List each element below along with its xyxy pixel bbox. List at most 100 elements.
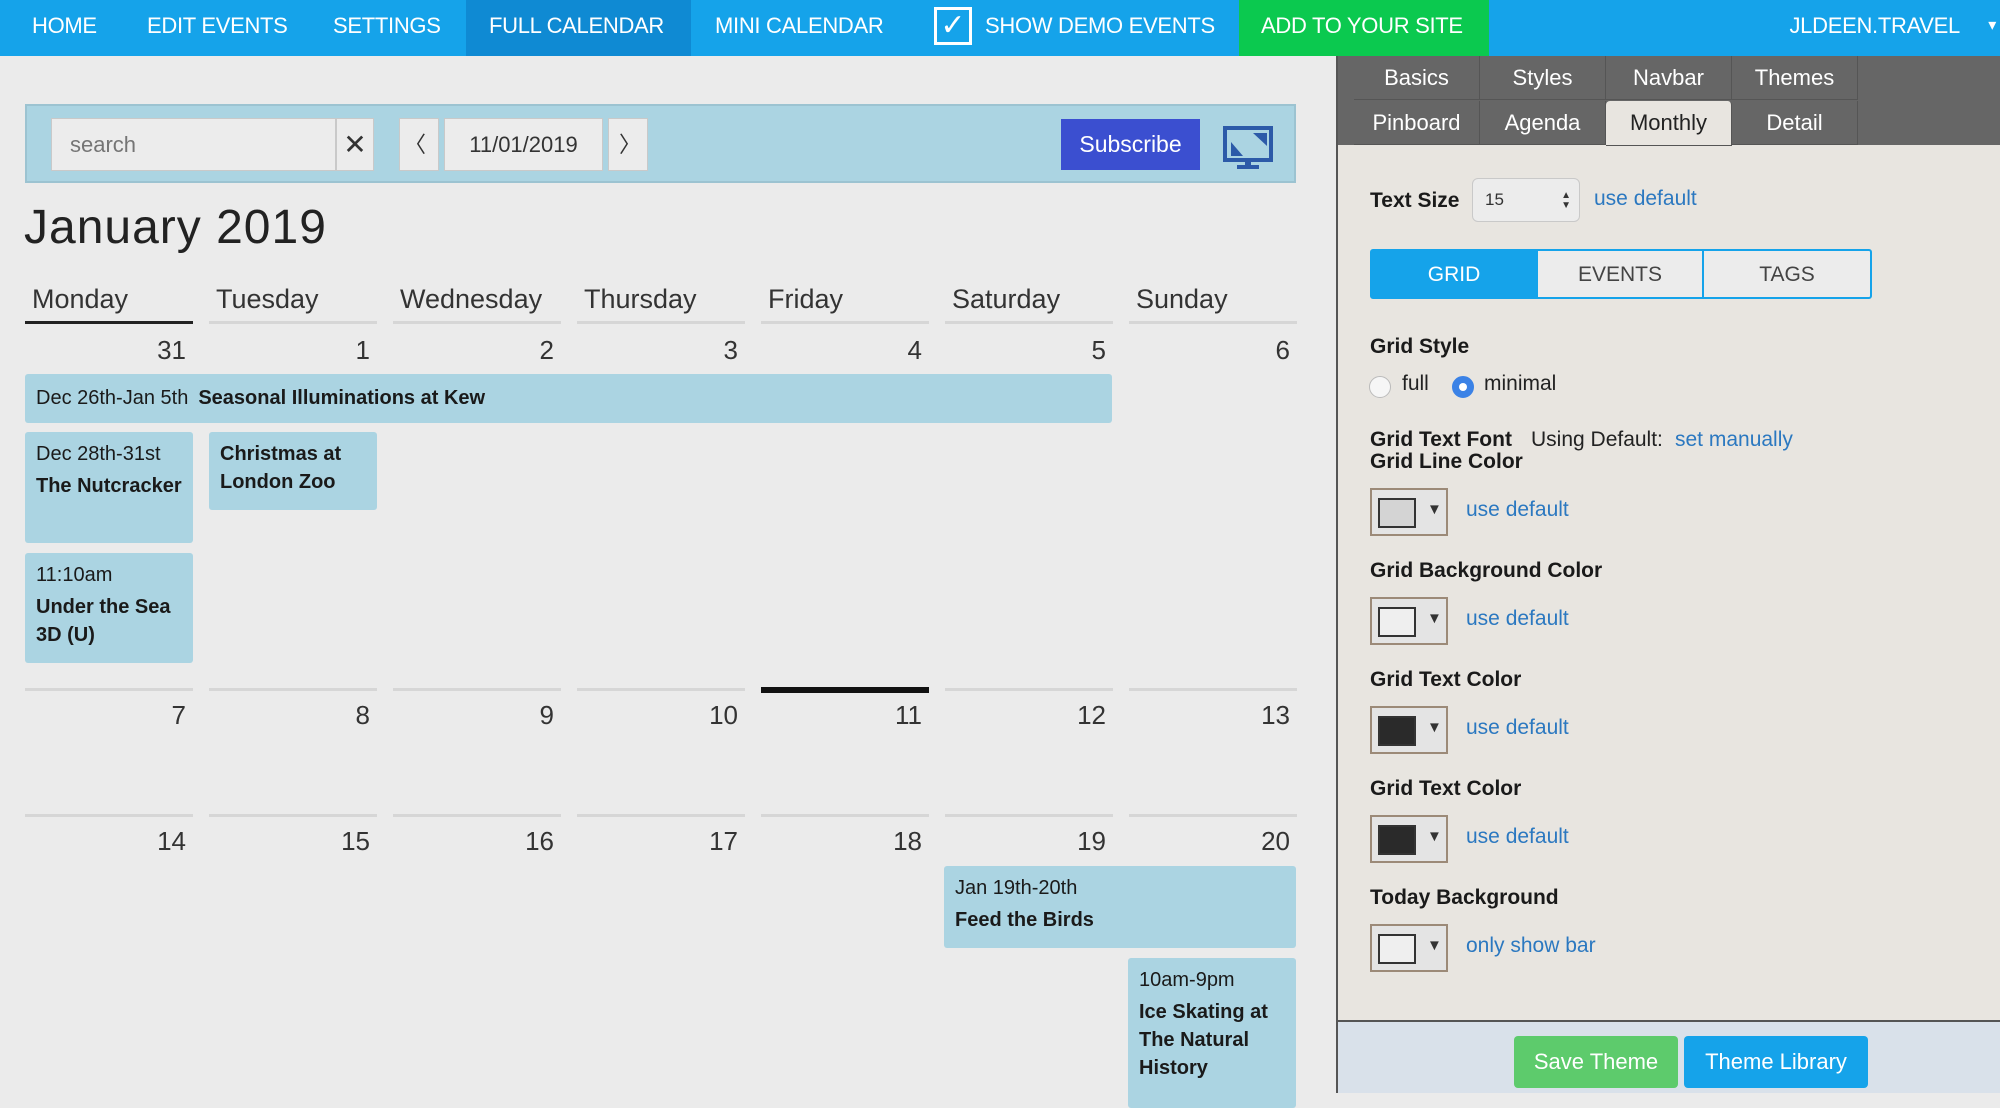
search-input[interactable] bbox=[51, 118, 336, 171]
tab-navbar[interactable]: Navbar bbox=[1606, 56, 1732, 100]
account-menu[interactable]: JLDEEN.TRAVEL bbox=[1789, 13, 1960, 38]
nav-mini-calendar[interactable]: MINI CALENDAR bbox=[715, 13, 884, 38]
day-number[interactable]: 6 bbox=[1275, 335, 1290, 365]
day-number[interactable]: 5 bbox=[1091, 335, 1106, 365]
color-link[interactable]: use default bbox=[1466, 825, 1569, 848]
next-month-button[interactable]: 〉 bbox=[608, 118, 648, 171]
tab-detail[interactable]: Detail bbox=[1732, 101, 1858, 145]
radio-full[interactable] bbox=[1369, 376, 1391, 398]
panel-tabs: Basics Styles Navbar Themes Pinboard Agenda Mo… bbox=[1338, 56, 2000, 146]
show-demo-checkbox[interactable]: ✓ bbox=[934, 7, 972, 45]
calendar-event[interactable]: 11:10am Under the Sea 3D (U) bbox=[25, 553, 193, 663]
day-number[interactable]: 11 bbox=[895, 700, 922, 730]
day-number[interactable]: 8 bbox=[355, 700, 370, 730]
color-picker[interactable]: ▼ bbox=[1370, 815, 1448, 863]
show-demo-label[interactable]: SHOW DEMO EVENTS bbox=[985, 13, 1215, 38]
text-size-select[interactable]: 15 ▲ ▼ bbox=[1472, 178, 1580, 222]
day-number[interactable]: 12 bbox=[1077, 700, 1106, 730]
week-divider bbox=[577, 814, 745, 817]
color-link[interactable]: use default bbox=[1466, 498, 1569, 521]
panel-footer: Save Theme Theme Library bbox=[1338, 1020, 2000, 1093]
color-picker[interactable]: ▼ bbox=[1370, 924, 1448, 972]
nav-home[interactable]: HOME bbox=[32, 13, 97, 38]
week-divider bbox=[761, 814, 929, 817]
day-number[interactable]: 7 bbox=[171, 700, 186, 730]
calendar-event[interactable]: Christmas at London Zoo bbox=[209, 432, 377, 510]
monitor-icon[interactable] bbox=[1223, 126, 1273, 170]
tab-monthly[interactable]: Monthly bbox=[1606, 101, 1732, 146]
tab-pinboard[interactable]: Pinboard bbox=[1354, 101, 1480, 145]
day-header-thursday: Thursday bbox=[577, 284, 745, 324]
segment-grid[interactable]: GRID bbox=[1370, 249, 1538, 299]
color-link[interactable]: only show bar bbox=[1466, 934, 1596, 957]
day-number[interactable]: 2 bbox=[539, 335, 554, 365]
calendar-event[interactable]: Dec 28th-31st The Nutcracker bbox=[25, 432, 193, 543]
day-number[interactable]: 16 bbox=[525, 826, 554, 856]
event-title: Christmas at London Zoo bbox=[220, 443, 342, 493]
day-number[interactable]: 19 bbox=[1077, 826, 1106, 856]
text-size-use-default[interactable]: use default bbox=[1594, 187, 1697, 210]
nav-full-calendar[interactable]: FULL CALENDAR bbox=[466, 0, 691, 56]
prev-month-button[interactable]: 〈 bbox=[399, 118, 439, 171]
day-number[interactable]: 1 bbox=[355, 335, 370, 365]
day-number[interactable]: 31 bbox=[157, 335, 186, 365]
day-header-friday: Friday bbox=[761, 284, 929, 324]
event-date: 11:10am bbox=[36, 564, 113, 586]
color-picker[interactable]: ▼ bbox=[1370, 488, 1448, 536]
segment-events[interactable]: EVENTS bbox=[1536, 249, 1704, 299]
color-link[interactable]: use default bbox=[1466, 607, 1569, 630]
tab-agenda[interactable]: Agenda bbox=[1480, 101, 1606, 145]
save-theme-button[interactable]: Save Theme bbox=[1514, 1036, 1678, 1088]
text-size-value: 15 bbox=[1485, 190, 1504, 209]
color-link[interactable]: use default bbox=[1466, 716, 1569, 739]
calendar-event[interactable]: Jan 19th-20th Feed the Birds bbox=[944, 866, 1296, 948]
set-manually-link[interactable]: set manually bbox=[1675, 428, 1793, 451]
subscribe-button[interactable]: Subscribe bbox=[1061, 119, 1200, 170]
calendar-event[interactable]: Dec 26th-Jan 5th Seasonal Illuminations a… bbox=[25, 374, 1112, 423]
day-number[interactable]: 4 bbox=[907, 335, 922, 365]
week-divider bbox=[577, 688, 745, 691]
segment-control: GRID EVENTS TAGS bbox=[1370, 249, 1872, 299]
day-number[interactable]: 9 bbox=[539, 700, 554, 730]
add-to-site-button[interactable]: ADD TO YOUR SITE bbox=[1239, 0, 1489, 56]
week-divider bbox=[393, 814, 561, 817]
account-caret-icon[interactable]: ▾ bbox=[1988, 17, 1996, 34]
date-input[interactable]: 11/01/2019 bbox=[444, 118, 603, 171]
event-date: 10am-9pm bbox=[1139, 969, 1235, 991]
day-number[interactable]: 17 bbox=[709, 826, 738, 856]
clear-search-button[interactable]: ✕ bbox=[336, 118, 374, 171]
week-divider bbox=[945, 814, 1113, 817]
tab-styles[interactable]: Styles bbox=[1480, 56, 1606, 100]
radio-minimal[interactable] bbox=[1452, 376, 1474, 398]
color-label: Grid Text Color bbox=[1370, 668, 1522, 691]
day-header-monday: Monday bbox=[25, 284, 193, 324]
calendar-event[interactable]: 10am-9pm Ice Skating at The Natural Histo… bbox=[1128, 958, 1296, 1108]
event-title: Feed the Birds bbox=[955, 909, 1094, 931]
day-number[interactable]: 18 bbox=[893, 826, 922, 856]
theme-panel: Basics Styles Navbar Themes Pinboard Agenda Mo… bbox=[1336, 56, 2000, 1093]
nav-edit-events[interactable]: EDIT EVENTS bbox=[147, 13, 288, 38]
day-number[interactable]: 13 bbox=[1261, 700, 1290, 730]
day-header-wednesday: Wednesday bbox=[393, 284, 561, 324]
day-number[interactable]: 14 bbox=[157, 826, 186, 856]
day-number[interactable]: 10 bbox=[709, 700, 738, 730]
theme-library-button[interactable]: Theme Library bbox=[1684, 1036, 1868, 1088]
radio-minimal-label[interactable]: minimal bbox=[1484, 372, 1557, 395]
segment-tags[interactable]: TAGS bbox=[1702, 249, 1872, 299]
week-divider bbox=[393, 688, 561, 691]
day-header-sunday: Sunday bbox=[1129, 284, 1297, 324]
day-number[interactable]: 20 bbox=[1261, 826, 1290, 856]
radio-full-label[interactable]: full bbox=[1402, 372, 1429, 395]
dropdown-arrow-icon: ▼ bbox=[1427, 610, 1442, 627]
day-number[interactable]: 3 bbox=[723, 335, 738, 365]
dropdown-arrow-icon: ▼ bbox=[1427, 937, 1442, 954]
tab-themes[interactable]: Themes bbox=[1732, 56, 1858, 100]
month-title: January 2019 bbox=[24, 201, 327, 254]
event-title: Ice Skating at The Natural History bbox=[1139, 1001, 1268, 1079]
color-picker[interactable]: ▼ bbox=[1370, 706, 1448, 754]
day-number[interactable]: 15 bbox=[341, 826, 370, 856]
nav-settings[interactable]: SETTINGS bbox=[333, 13, 441, 38]
tab-basics[interactable]: Basics bbox=[1354, 56, 1480, 100]
event-title: Seasonal Illuminations at Kew bbox=[198, 387, 486, 409]
color-picker[interactable]: ▼ bbox=[1370, 597, 1448, 645]
